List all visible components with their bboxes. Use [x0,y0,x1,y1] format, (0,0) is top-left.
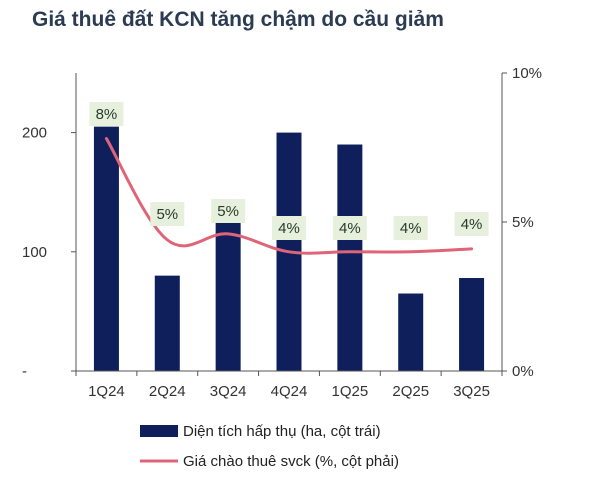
data-label-bg [454,212,489,236]
bars-layer [93,126,485,371]
legend-label-bars: Diện tích hấp thụ (ha, cột trái) [183,423,381,440]
chart-title: Giá thuê đất KCN tăng chậm do cầu giảm [32,8,444,31]
data-label-3Q25: 4% [461,216,483,233]
data-label-bg [150,202,185,226]
legend-swatch-bars [140,425,178,437]
x-tick-label-2Q25: 2Q25 [392,383,429,400]
x-tick-label-3Q24: 3Q24 [210,383,247,400]
data-label-2Q25: 4% [400,220,422,237]
bar-3Q25 [459,278,485,371]
bar-2Q24 [154,275,180,371]
data-label-1Q25: 4% [339,220,361,237]
right-tick-label: 10% [512,65,542,82]
data-label-bg [332,216,367,240]
line-series-price [104,137,474,255]
line-layer [104,137,474,255]
bar-3Q24 [215,222,241,371]
right-tick-label: 5% [512,214,534,231]
legend-label-line: Giá chào thuê svck (%, cột phải) [183,453,399,470]
bar-1Q25 [337,144,363,371]
x-tick-label-1Q25: 1Q25 [332,383,369,400]
x-tick-label-3Q25: 3Q25 [453,383,490,400]
labels-layer: 8% 5% 5% 4% 4% 4% 4% [89,102,489,240]
right-tick-label: 0% [512,363,534,380]
bar-2Q25 [398,293,424,371]
data-label-2Q24: 5% [156,206,178,223]
left-tick-label: 200 [22,125,47,142]
data-label-bg [393,216,428,240]
x-tick-label-2Q24: 2Q24 [149,383,186,400]
x-tick-label-1Q24: 1Q24 [88,383,125,400]
data-label-3Q24: 5% [217,203,239,220]
legend: Diện tích hấp thụ (ha, cột trái) Giá chào… [140,423,399,470]
left-tick-label: 100 [22,244,47,261]
data-label-bg [211,199,246,223]
data-label-1Q24: 8% [96,106,118,123]
data-label-4Q24: 4% [278,220,300,237]
x-tick-label-4Q24: 4Q24 [271,383,308,400]
data-label-bg [89,102,124,126]
data-label-bg [272,216,306,240]
bar-1Q24 [93,126,119,371]
left-tick-label: - [22,363,27,380]
axes-layer: - 100 200 0% 5% 10% 1Q24 2Q24 3Q24 4Q24 1Q25 2Q25 3Q… [22,65,542,400]
